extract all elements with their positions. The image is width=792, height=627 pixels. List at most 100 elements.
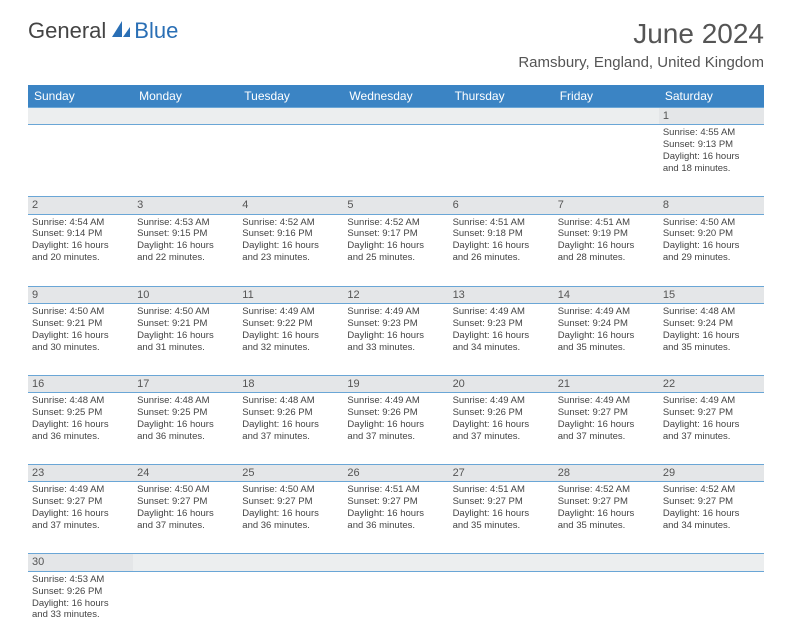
day-details: Sunrise: 4:53 AM Sunset: 9:26 PM Dayligh… <box>32 574 129 622</box>
day-number: 11 <box>242 289 253 301</box>
day-details: Sunrise: 4:49 AM Sunset: 9:22 PM Dayligh… <box>242 306 339 354</box>
day-number: 20 <box>453 378 465 390</box>
empty-day-cell <box>238 571 343 627</box>
day-number-cell: 18 <box>238 375 343 392</box>
empty-day-cell <box>343 571 448 627</box>
day-number: 2 <box>32 199 38 211</box>
day-cell: Sunrise: 4:50 AM Sunset: 9:27 PM Dayligh… <box>238 482 343 554</box>
day-number: 28 <box>558 467 570 479</box>
day-cell: Sunrise: 4:55 AM Sunset: 9:13 PM Dayligh… <box>659 125 764 197</box>
empty-daynum-cell <box>659 554 764 571</box>
day-number-cell: 19 <box>343 375 448 392</box>
daynum-row: 16171819202122 <box>28 375 764 392</box>
month-title: June 2024 <box>518 18 764 50</box>
day-details: Sunrise: 4:48 AM Sunset: 9:25 PM Dayligh… <box>137 395 234 443</box>
daynum-row: 9101112131415 <box>28 286 764 303</box>
day-number-cell: 16 <box>28 375 133 392</box>
day-details: Sunrise: 4:48 AM Sunset: 9:25 PM Dayligh… <box>32 395 129 443</box>
day-number: 25 <box>242 467 254 479</box>
day-number-cell: 11 <box>238 286 343 303</box>
logo: General Blue <box>28 18 178 44</box>
weekday-header: Tuesday <box>238 85 343 108</box>
day-number: 18 <box>242 378 254 390</box>
day-details: Sunrise: 4:48 AM Sunset: 9:24 PM Dayligh… <box>663 306 760 354</box>
day-number: 19 <box>347 378 359 390</box>
day-details: Sunrise: 4:52 AM Sunset: 9:27 PM Dayligh… <box>558 484 655 532</box>
day-details: Sunrise: 4:52 AM Sunset: 9:17 PM Dayligh… <box>347 217 444 265</box>
empty-daynum-cell <box>554 554 659 571</box>
day-number: 12 <box>347 289 359 301</box>
empty-day-cell <box>238 125 343 197</box>
day-details: Sunrise: 4:50 AM Sunset: 9:27 PM Dayligh… <box>242 484 339 532</box>
header: General Blue June 2024 Ramsbury, England… <box>0 0 792 77</box>
empty-daynum-cell <box>554 108 659 125</box>
empty-daynum-cell <box>238 554 343 571</box>
day-number: 10 <box>137 289 149 301</box>
day-details: Sunrise: 4:51 AM Sunset: 9:19 PM Dayligh… <box>558 217 655 265</box>
logo-text-general: General <box>28 18 106 44</box>
day-cell: Sunrise: 4:49 AM Sunset: 9:26 PM Dayligh… <box>449 393 554 465</box>
day-number: 8 <box>663 199 669 211</box>
calendar-week-row: Sunrise: 4:54 AM Sunset: 9:14 PM Dayligh… <box>28 214 764 286</box>
day-cell: Sunrise: 4:51 AM Sunset: 9:27 PM Dayligh… <box>449 482 554 554</box>
day-number-cell: 1 <box>659 108 764 125</box>
day-number-cell: 24 <box>133 465 238 482</box>
day-number: 27 <box>453 467 465 479</box>
day-details: Sunrise: 4:52 AM Sunset: 9:16 PM Dayligh… <box>242 217 339 265</box>
day-cell: Sunrise: 4:49 AM Sunset: 9:27 PM Dayligh… <box>554 393 659 465</box>
day-details: Sunrise: 4:49 AM Sunset: 9:23 PM Dayligh… <box>347 306 444 354</box>
day-number: 16 <box>32 378 44 390</box>
calendar-week-row: Sunrise: 4:53 AM Sunset: 9:26 PM Dayligh… <box>28 571 764 627</box>
day-number-cell: 3 <box>133 197 238 214</box>
day-cell: Sunrise: 4:49 AM Sunset: 9:22 PM Dayligh… <box>238 303 343 375</box>
day-number-cell: 14 <box>554 286 659 303</box>
weekday-header: Monday <box>133 85 238 108</box>
day-cell: Sunrise: 4:50 AM Sunset: 9:20 PM Dayligh… <box>659 214 764 286</box>
logo-text-blue: Blue <box>134 18 178 44</box>
day-details: Sunrise: 4:48 AM Sunset: 9:26 PM Dayligh… <box>242 395 339 443</box>
day-number: 4 <box>242 199 248 211</box>
day-cell: Sunrise: 4:48 AM Sunset: 9:26 PM Dayligh… <box>238 393 343 465</box>
empty-day-cell <box>449 125 554 197</box>
day-details: Sunrise: 4:49 AM Sunset: 9:27 PM Dayligh… <box>32 484 129 532</box>
day-number-cell: 4 <box>238 197 343 214</box>
weekday-header: Saturday <box>659 85 764 108</box>
day-number-cell: 8 <box>659 197 764 214</box>
day-number: 6 <box>453 199 459 211</box>
daynum-row: 30 <box>28 554 764 571</box>
day-number: 5 <box>347 199 353 211</box>
day-details: Sunrise: 4:49 AM Sunset: 9:26 PM Dayligh… <box>453 395 550 443</box>
day-cell: Sunrise: 4:52 AM Sunset: 9:16 PM Dayligh… <box>238 214 343 286</box>
day-details: Sunrise: 4:49 AM Sunset: 9:27 PM Dayligh… <box>558 395 655 443</box>
day-number-cell: 21 <box>554 375 659 392</box>
day-cell: Sunrise: 4:52 AM Sunset: 9:17 PM Dayligh… <box>343 214 448 286</box>
day-number: 29 <box>663 467 675 479</box>
calendar-week-row: Sunrise: 4:48 AM Sunset: 9:25 PM Dayligh… <box>28 393 764 465</box>
day-number-cell: 5 <box>343 197 448 214</box>
empty-daynum-cell <box>449 554 554 571</box>
day-number: 23 <box>32 467 44 479</box>
weekday-header-row: SundayMondayTuesdayWednesdayThursdayFrid… <box>28 85 764 108</box>
day-number-cell: 25 <box>238 465 343 482</box>
day-cell: Sunrise: 4:49 AM Sunset: 9:24 PM Dayligh… <box>554 303 659 375</box>
location-text: Ramsbury, England, United Kingdom <box>518 54 764 71</box>
day-number-cell: 20 <box>449 375 554 392</box>
day-number-cell: 29 <box>659 465 764 482</box>
day-cell: Sunrise: 4:48 AM Sunset: 9:24 PM Dayligh… <box>659 303 764 375</box>
empty-daynum-cell <box>133 108 238 125</box>
empty-day-cell <box>554 125 659 197</box>
day-details: Sunrise: 4:52 AM Sunset: 9:27 PM Dayligh… <box>663 484 760 532</box>
day-number: 7 <box>558 199 564 211</box>
empty-daynum-cell <box>343 108 448 125</box>
daynum-row: 2 3 4 5 6 7 8 <box>28 197 764 214</box>
day-number: 3 <box>137 199 143 211</box>
day-number: 26 <box>347 467 359 479</box>
day-number: 15 <box>663 289 675 301</box>
day-cell: Sunrise: 4:49 AM Sunset: 9:26 PM Dayligh… <box>343 393 448 465</box>
day-details: Sunrise: 4:53 AM Sunset: 9:15 PM Dayligh… <box>137 217 234 265</box>
day-number-cell: 17 <box>133 375 238 392</box>
weekday-header: Wednesday <box>343 85 448 108</box>
empty-daynum-cell <box>238 108 343 125</box>
calendar-week-row: Sunrise: 4:55 AM Sunset: 9:13 PM Dayligh… <box>28 125 764 197</box>
day-number: 1 <box>663 110 669 122</box>
